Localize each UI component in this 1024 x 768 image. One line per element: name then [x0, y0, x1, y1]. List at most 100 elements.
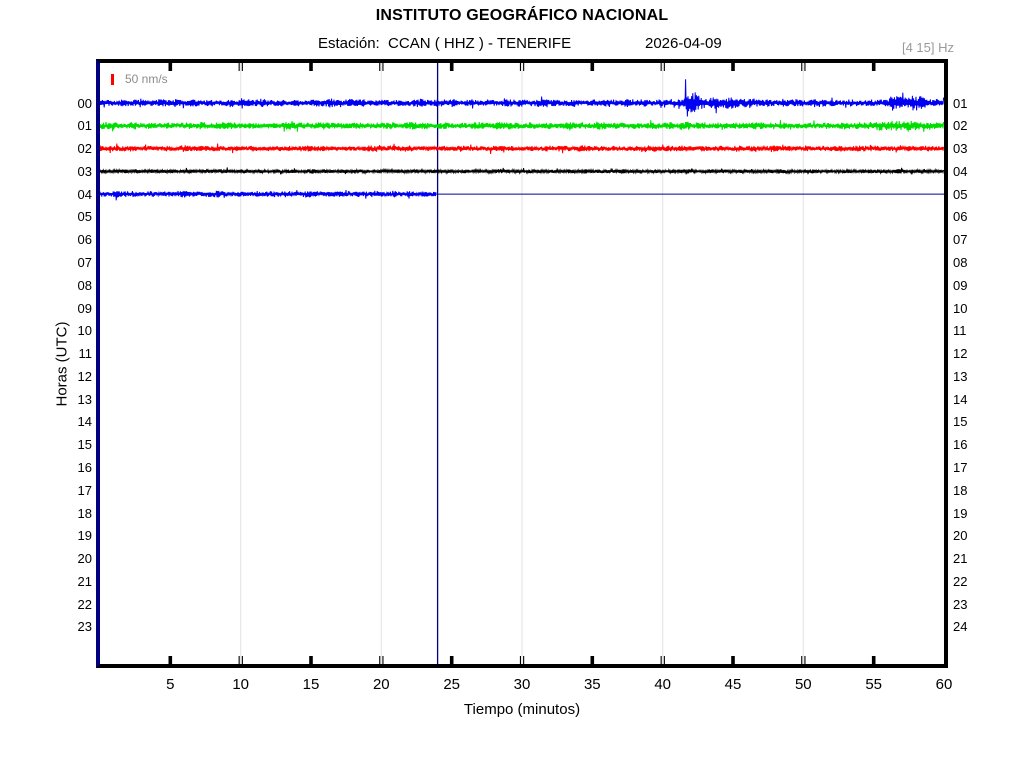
tick-bottom-50-1 — [804, 656, 806, 664]
hour-label-right-04: 04 — [953, 163, 968, 179]
hour-label-right-21: 21 — [953, 551, 968, 567]
hour-label-left-00: 00 — [77, 95, 92, 111]
tick-bottom-10-0 — [238, 656, 240, 664]
x-tick-label-50: 50 — [794, 676, 812, 693]
page-title: INSTITUTO GEOGRÁFICO NACIONAL — [375, 7, 669, 24]
tick-bottom-55 — [871, 656, 876, 664]
hour-label-right-13: 13 — [953, 368, 968, 384]
tick-top-50-1 — [804, 63, 806, 71]
hour-label-left-20: 20 — [77, 551, 92, 567]
hour-label-right-20: 20 — [953, 528, 968, 544]
hour-label-left-08: 08 — [77, 277, 92, 293]
hour-label-right-24: 24 — [953, 619, 968, 635]
tick-top-45 — [731, 63, 735, 71]
tick-bottom-25 — [449, 656, 454, 664]
hour-label-right-12: 12 — [953, 346, 968, 362]
hour-label-left-15: 15 — [77, 437, 92, 453]
scale-bar — [111, 73, 114, 85]
tick-bottom-30-1 — [523, 656, 525, 664]
tick-top-40-0 — [660, 63, 662, 71]
x-tick-label-20: 20 — [372, 676, 390, 693]
hour-label-left-03: 03 — [77, 163, 92, 179]
x-tick-label-30: 30 — [513, 676, 531, 693]
scale-bar-group: 50 nm/s — [111, 72, 168, 86]
hour-label-left-17: 17 — [77, 482, 92, 498]
hour-label-right-07: 07 — [953, 232, 968, 248]
station-label: Estación: CCAN ( HHZ ) - TENERIFE — [318, 35, 572, 52]
x-axis-label: Tiempo (minutos) — [463, 701, 581, 718]
trace-hour-04 — [100, 190, 437, 201]
tick-top-25 — [449, 63, 454, 71]
trace-hour-02 — [100, 143, 944, 155]
tick-top-30-0 — [519, 63, 521, 71]
x-tick-label-45: 45 — [724, 676, 742, 693]
tick-bottom-5 — [168, 656, 173, 664]
tick-top-50-0 — [801, 63, 803, 71]
hour-label-right-02: 02 — [953, 118, 968, 134]
tick-bottom-40-1 — [663, 656, 665, 664]
hour-label-right-15: 15 — [953, 414, 968, 430]
hour-label-right-06: 06 — [953, 209, 968, 225]
hour-label-left-22: 22 — [77, 596, 92, 612]
hour-label-left-06: 06 — [77, 232, 92, 248]
tick-bottom-15 — [309, 656, 313, 664]
hour-label-left-02: 02 — [77, 141, 92, 157]
hour-label-right-17: 17 — [953, 460, 968, 475]
x-tick-label-60: 60 — [935, 676, 953, 693]
tick-top-15 — [309, 63, 313, 71]
hour-label-left-14: 14 — [77, 414, 92, 430]
tick-bottom-35 — [590, 656, 595, 664]
x-tick-label-10: 10 — [232, 676, 250, 693]
hour-label-left-12: 12 — [77, 368, 92, 384]
filter-band-label: [4 15] Hz — [901, 40, 954, 55]
hour-label-left-21: 21 — [77, 573, 92, 589]
plot-area: 50 nm/s — [96, 59, 948, 668]
hour-label-right-03: 03 — [953, 141, 968, 157]
tick-top-35 — [590, 63, 595, 71]
hour-label-right-10: 10 — [953, 300, 968, 316]
hour-label-right-09: 09 — [953, 277, 968, 293]
hour-label-right-01: 01 — [953, 95, 968, 111]
hour-label-right-16: 16 — [953, 437, 968, 453]
trace-hour-01 — [100, 120, 944, 132]
hour-label-right-19: 19 — [953, 505, 968, 521]
tick-top-10-0 — [238, 63, 240, 71]
tick-bottom-30-0 — [519, 656, 521, 664]
tick-top-55 — [871, 63, 876, 71]
hour-label-right-22: 22 — [953, 573, 968, 589]
x-tick-label-5: 5 — [166, 676, 175, 693]
hour-label-right-08: 08 — [953, 255, 968, 270]
seismogram-traces — [100, 63, 944, 664]
tick-top-40-1 — [663, 63, 665, 71]
hour-label-left-01: 01 — [77, 118, 92, 134]
tick-bottom-45 — [731, 656, 735, 664]
tick-bottom-50-0 — [801, 656, 803, 664]
hour-label-right-23: 23 — [953, 596, 968, 612]
tick-top-30-1 — [523, 63, 525, 71]
trace-hour-00 — [100, 79, 944, 117]
tick-bottom-40-0 — [660, 656, 662, 664]
tick-top-20-0 — [379, 63, 381, 71]
hour-label-left-18: 18 — [77, 505, 92, 521]
x-tick-label-15: 15 — [302, 676, 320, 693]
tick-top-5 — [168, 63, 173, 71]
trace-hour-03 — [100, 167, 944, 175]
hour-label-left-23: 23 — [77, 619, 92, 635]
date-label: 2026-04-09 — [645, 35, 722, 52]
hour-label-left-19: 19 — [77, 528, 92, 544]
tick-bottom-20-0 — [379, 656, 381, 664]
hour-label-left-10: 10 — [77, 323, 92, 339]
hour-label-left-09: 09 — [77, 300, 92, 316]
x-tick-label-55: 55 — [865, 676, 883, 693]
scale-bar-label: 50 nm/s — [125, 72, 168, 86]
hour-label-left-13: 13 — [77, 391, 92, 407]
hour-label-left-16: 16 — [77, 460, 92, 475]
hour-label-left-07: 07 — [77, 255, 92, 270]
hour-label-right-05: 05 — [953, 186, 968, 202]
hour-label-left-04: 04 — [77, 186, 92, 202]
tick-top-20-1 — [382, 63, 384, 71]
hour-label-left-11: 11 — [78, 346, 93, 362]
x-tick-label-35: 35 — [583, 676, 601, 693]
hour-label-right-11: 11 — [953, 323, 967, 339]
